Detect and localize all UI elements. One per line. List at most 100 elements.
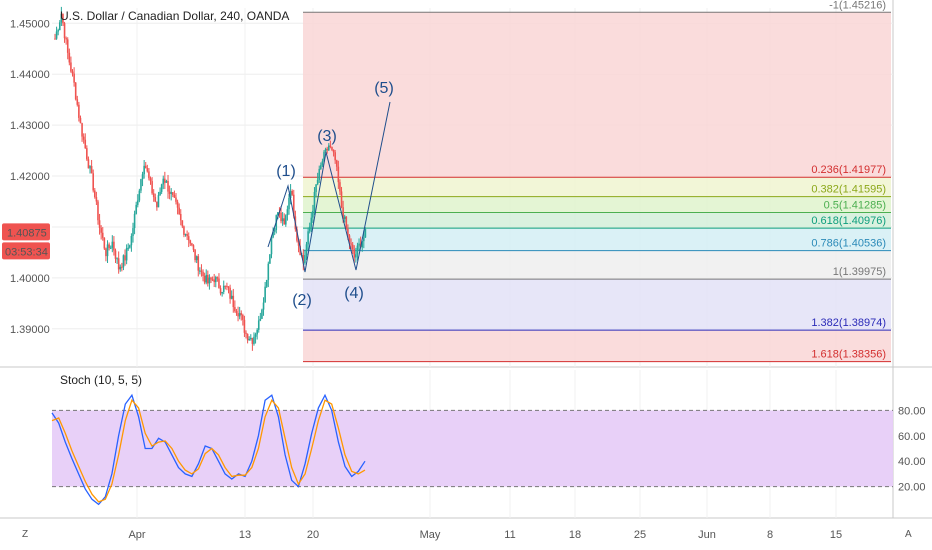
x-tick-label: 8 xyxy=(767,529,773,541)
candle-body xyxy=(211,279,214,281)
candle-body xyxy=(277,212,279,216)
candle-body xyxy=(109,247,112,249)
candle-body xyxy=(65,38,67,40)
candle-body xyxy=(353,249,356,258)
candle-body xyxy=(310,217,313,227)
candle-body xyxy=(347,228,349,236)
candle-body xyxy=(213,279,215,283)
candle-body xyxy=(160,184,163,192)
candle-body xyxy=(202,271,204,276)
y-tick-label: 1.43000 xyxy=(10,120,50,132)
candle-body xyxy=(95,197,98,202)
candle-body xyxy=(81,123,83,137)
candle-body xyxy=(235,311,238,314)
candle-body xyxy=(197,256,200,271)
candle-body xyxy=(273,229,276,232)
candle-body xyxy=(194,249,196,261)
candle-body xyxy=(71,71,74,74)
countdown-label: 03:53:34 xyxy=(5,246,48,258)
candle-body xyxy=(238,313,241,317)
candle-body xyxy=(363,237,365,242)
candle-body xyxy=(245,332,247,334)
candle-body xyxy=(308,226,311,232)
candle-body xyxy=(167,180,169,192)
current-price-tag xyxy=(2,223,50,241)
stoch-tick-label: 80.00 xyxy=(898,405,926,417)
chart-title: U.S. Dollar / Canadian Dollar, 240, OAND… xyxy=(60,9,289,23)
fib-band xyxy=(303,212,891,229)
candle-body xyxy=(214,277,217,283)
candle-body xyxy=(270,237,273,255)
stoch-k-line xyxy=(51,393,366,506)
candle-body xyxy=(257,320,260,330)
candle-body xyxy=(313,191,316,211)
wave-label: (4) xyxy=(344,285,364,302)
fib-band xyxy=(303,196,891,213)
candle-body xyxy=(86,148,88,160)
candle-body xyxy=(329,145,332,148)
candle-body xyxy=(297,240,300,246)
auto-scale-toggle[interactable]: A xyxy=(905,529,912,540)
candle-body xyxy=(251,337,254,344)
candle-body xyxy=(144,165,147,169)
wave-label: (3) xyxy=(317,128,337,145)
fib-level-label: 0.786(1.40536) xyxy=(811,238,886,250)
candle-body xyxy=(114,250,117,259)
candle-body xyxy=(331,147,333,150)
candle-body xyxy=(149,178,152,182)
candle-body xyxy=(265,279,268,287)
fib-band xyxy=(303,279,891,331)
candle-body xyxy=(125,248,128,261)
candle-body xyxy=(246,333,249,341)
candle-body xyxy=(98,220,101,228)
candle-body xyxy=(79,117,82,124)
candle-body xyxy=(232,295,235,308)
candle-body xyxy=(229,287,231,299)
candle-body xyxy=(286,209,289,216)
candle-body xyxy=(305,244,308,256)
candle-body xyxy=(148,171,150,179)
fib-level-label: 0.5(1.41285) xyxy=(824,199,886,211)
candle-body xyxy=(129,245,131,248)
candle-body xyxy=(87,159,90,169)
candle-body xyxy=(269,254,271,264)
candle-body xyxy=(324,148,327,152)
candle-body xyxy=(307,231,309,245)
x-tick-label: Jun xyxy=(698,529,716,541)
candle-body xyxy=(219,288,222,294)
candle-body xyxy=(54,38,56,40)
countdown-tag xyxy=(2,242,50,260)
candle-body xyxy=(326,148,329,151)
candle-body xyxy=(248,338,251,341)
x-tick-label: 13 xyxy=(239,529,251,541)
candle-body xyxy=(78,104,80,118)
candle-body xyxy=(108,244,110,248)
candle-body xyxy=(176,201,179,208)
candle-body xyxy=(191,243,193,246)
fib-band xyxy=(303,330,891,362)
candle-body xyxy=(186,234,188,237)
candle-body xyxy=(315,184,317,192)
candle-body xyxy=(335,160,338,167)
candle-body xyxy=(57,30,59,32)
candle-body xyxy=(127,247,130,249)
candle-body xyxy=(117,258,120,270)
candle-body xyxy=(361,241,364,248)
candle-body xyxy=(210,277,212,280)
candle-body xyxy=(143,165,145,175)
stoch-d-line xyxy=(51,398,366,503)
candle-body xyxy=(195,256,198,261)
candle-body xyxy=(113,241,115,251)
candle-body xyxy=(316,179,319,185)
candle-body xyxy=(170,192,173,194)
candle-body xyxy=(267,263,270,280)
candle-body xyxy=(136,200,139,205)
fib-level-label: 0.382(1.41595) xyxy=(811,184,886,196)
timezone-toggle[interactable]: Z xyxy=(22,529,28,540)
candle-body xyxy=(178,207,180,215)
candle-body xyxy=(355,254,357,258)
candle-body xyxy=(292,194,295,217)
stoch-title: Stoch (10, 5, 5) xyxy=(60,373,142,387)
